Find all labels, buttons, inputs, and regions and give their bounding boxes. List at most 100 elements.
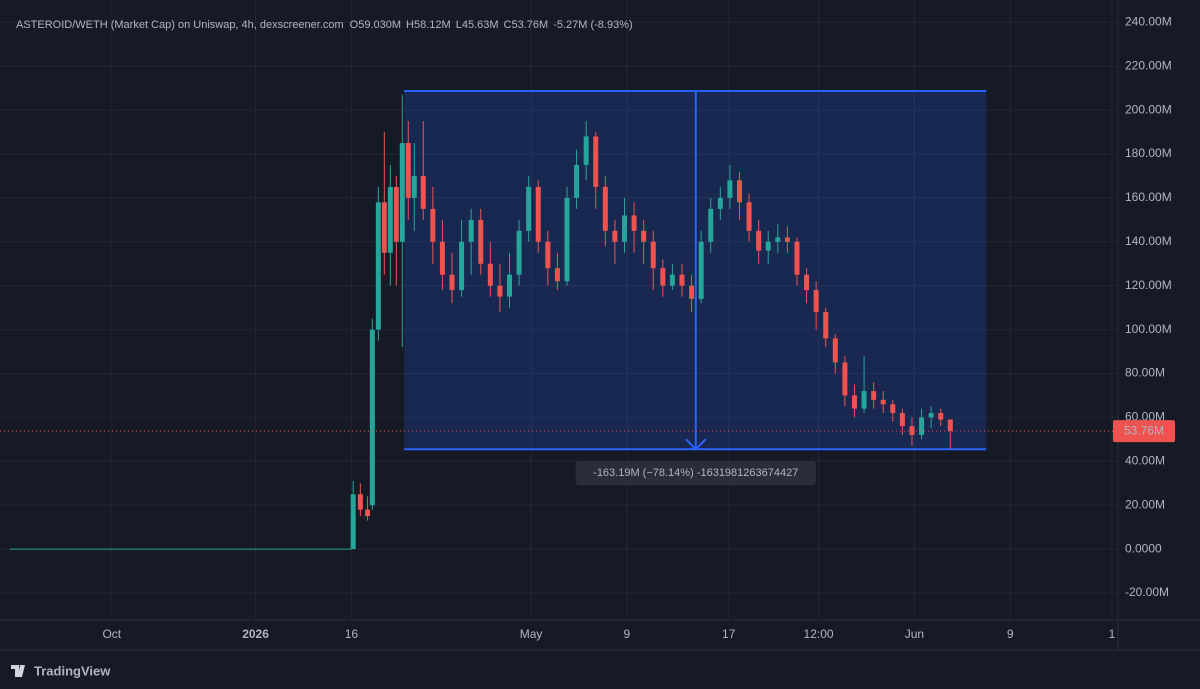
x-tick-label: May [520,627,543,641]
candle-body [794,241,800,275]
candle-body [430,208,436,242]
candle-body [899,413,905,427]
candle-body [746,202,752,231]
candle-body [405,143,411,198]
candle-body [641,230,647,242]
y-tick-label: 180.00M [1125,146,1172,160]
candle-body [545,241,551,269]
candle-body [871,391,877,400]
candle-body [880,399,886,405]
arrow-head [685,438,707,451]
candle-body [938,413,944,420]
y-tick-label: 200.00M [1125,102,1172,116]
watermark: TradingView [34,663,111,678]
chart-title: ASTEROID/WETH (Market Cap) on Uniswap, 4… [16,19,344,31]
candle-body [516,230,522,275]
candle-body [393,186,399,242]
y-tick-label: -20.00M [1125,585,1169,599]
candle-body [919,417,925,435]
y-tick-label: 140.00M [1125,234,1172,248]
candle-body [842,362,848,396]
candle-body [381,202,387,253]
candle-body [554,268,560,282]
y-tick-label: 60.00M [1125,410,1165,424]
candle-body [660,268,666,286]
legend-key: O [350,19,359,31]
x-tick-label: 9 [1007,627,1014,641]
candle-body [350,494,356,550]
candle-body [497,285,503,297]
candle-body [669,274,675,286]
candle-body [698,241,704,299]
candle-body [593,136,599,187]
x-tick-label: Oct [102,627,121,641]
candle-body [399,143,405,242]
candle-body [813,290,819,313]
legend-key: H [406,19,414,31]
candle-body [650,241,656,269]
candle-body [612,230,618,242]
candle-body [375,202,381,330]
candle-body [784,237,790,242]
y-tick-label: 220.00M [1125,58,1172,72]
measure-label-bg [575,461,816,486]
legend-value: 58.12M [414,19,451,31]
legend-value: 53.76M [511,19,548,31]
candle-body [928,413,934,418]
candle-body [804,274,810,291]
candle-body [420,175,426,209]
x-tick-label: 2026 [242,627,269,641]
legend-change: -5.27M (-8.93%) [553,19,632,31]
candle-body [357,494,363,510]
candle-body [365,509,371,517]
candle-body [947,419,953,432]
candle-body [506,274,512,297]
legend-key: L [456,19,462,31]
candle-body [832,338,838,363]
x-tick-label: 16 [345,627,359,641]
candle-body [765,241,771,251]
candle-body [851,395,857,409]
y-tick-label: 100.00M [1125,322,1172,336]
y-tick-label: 240.00M [1125,14,1172,28]
candle-body [459,241,465,291]
candle-body [535,186,541,242]
candle-body [439,241,445,275]
x-tick-label: 9 [624,627,631,641]
x-tick-label: 12:00 [804,627,834,641]
x-tick-label: 1 [1109,627,1116,641]
y-tick-label: 40.00M [1125,453,1165,467]
candle-body [387,186,393,253]
candle-body [631,215,637,231]
x-tick-label: Jun [905,627,924,641]
candle-body [717,197,723,209]
y-tick-label: 80.00M [1125,366,1165,380]
candle-body [621,215,627,242]
candle-body [736,180,742,203]
legend-value: 59.030M [358,19,401,31]
candle-body [775,237,781,242]
measure-label: -163.19M (−78.14%) -1631981263674427 [593,467,798,479]
candle-body [564,197,570,282]
logo: TradingView [11,663,111,678]
candle-body [478,219,484,264]
candle-body [369,329,375,506]
x-tick-label: 17 [722,627,736,641]
candle-body [756,230,762,251]
candle-body [583,136,589,165]
candle-body [727,180,733,198]
legend-key: C [504,19,512,31]
y-tick-label: 160.00M [1125,190,1172,204]
candle-body [679,274,685,286]
candle-body [861,391,867,409]
candle-body [449,274,455,291]
last-price-label: 53.76M [1124,423,1164,437]
candle-body [602,186,608,231]
candle-body [468,219,474,242]
candle-body [890,404,896,414]
candle-body [689,285,695,299]
y-tick-label: 0.0000 [1125,541,1162,555]
